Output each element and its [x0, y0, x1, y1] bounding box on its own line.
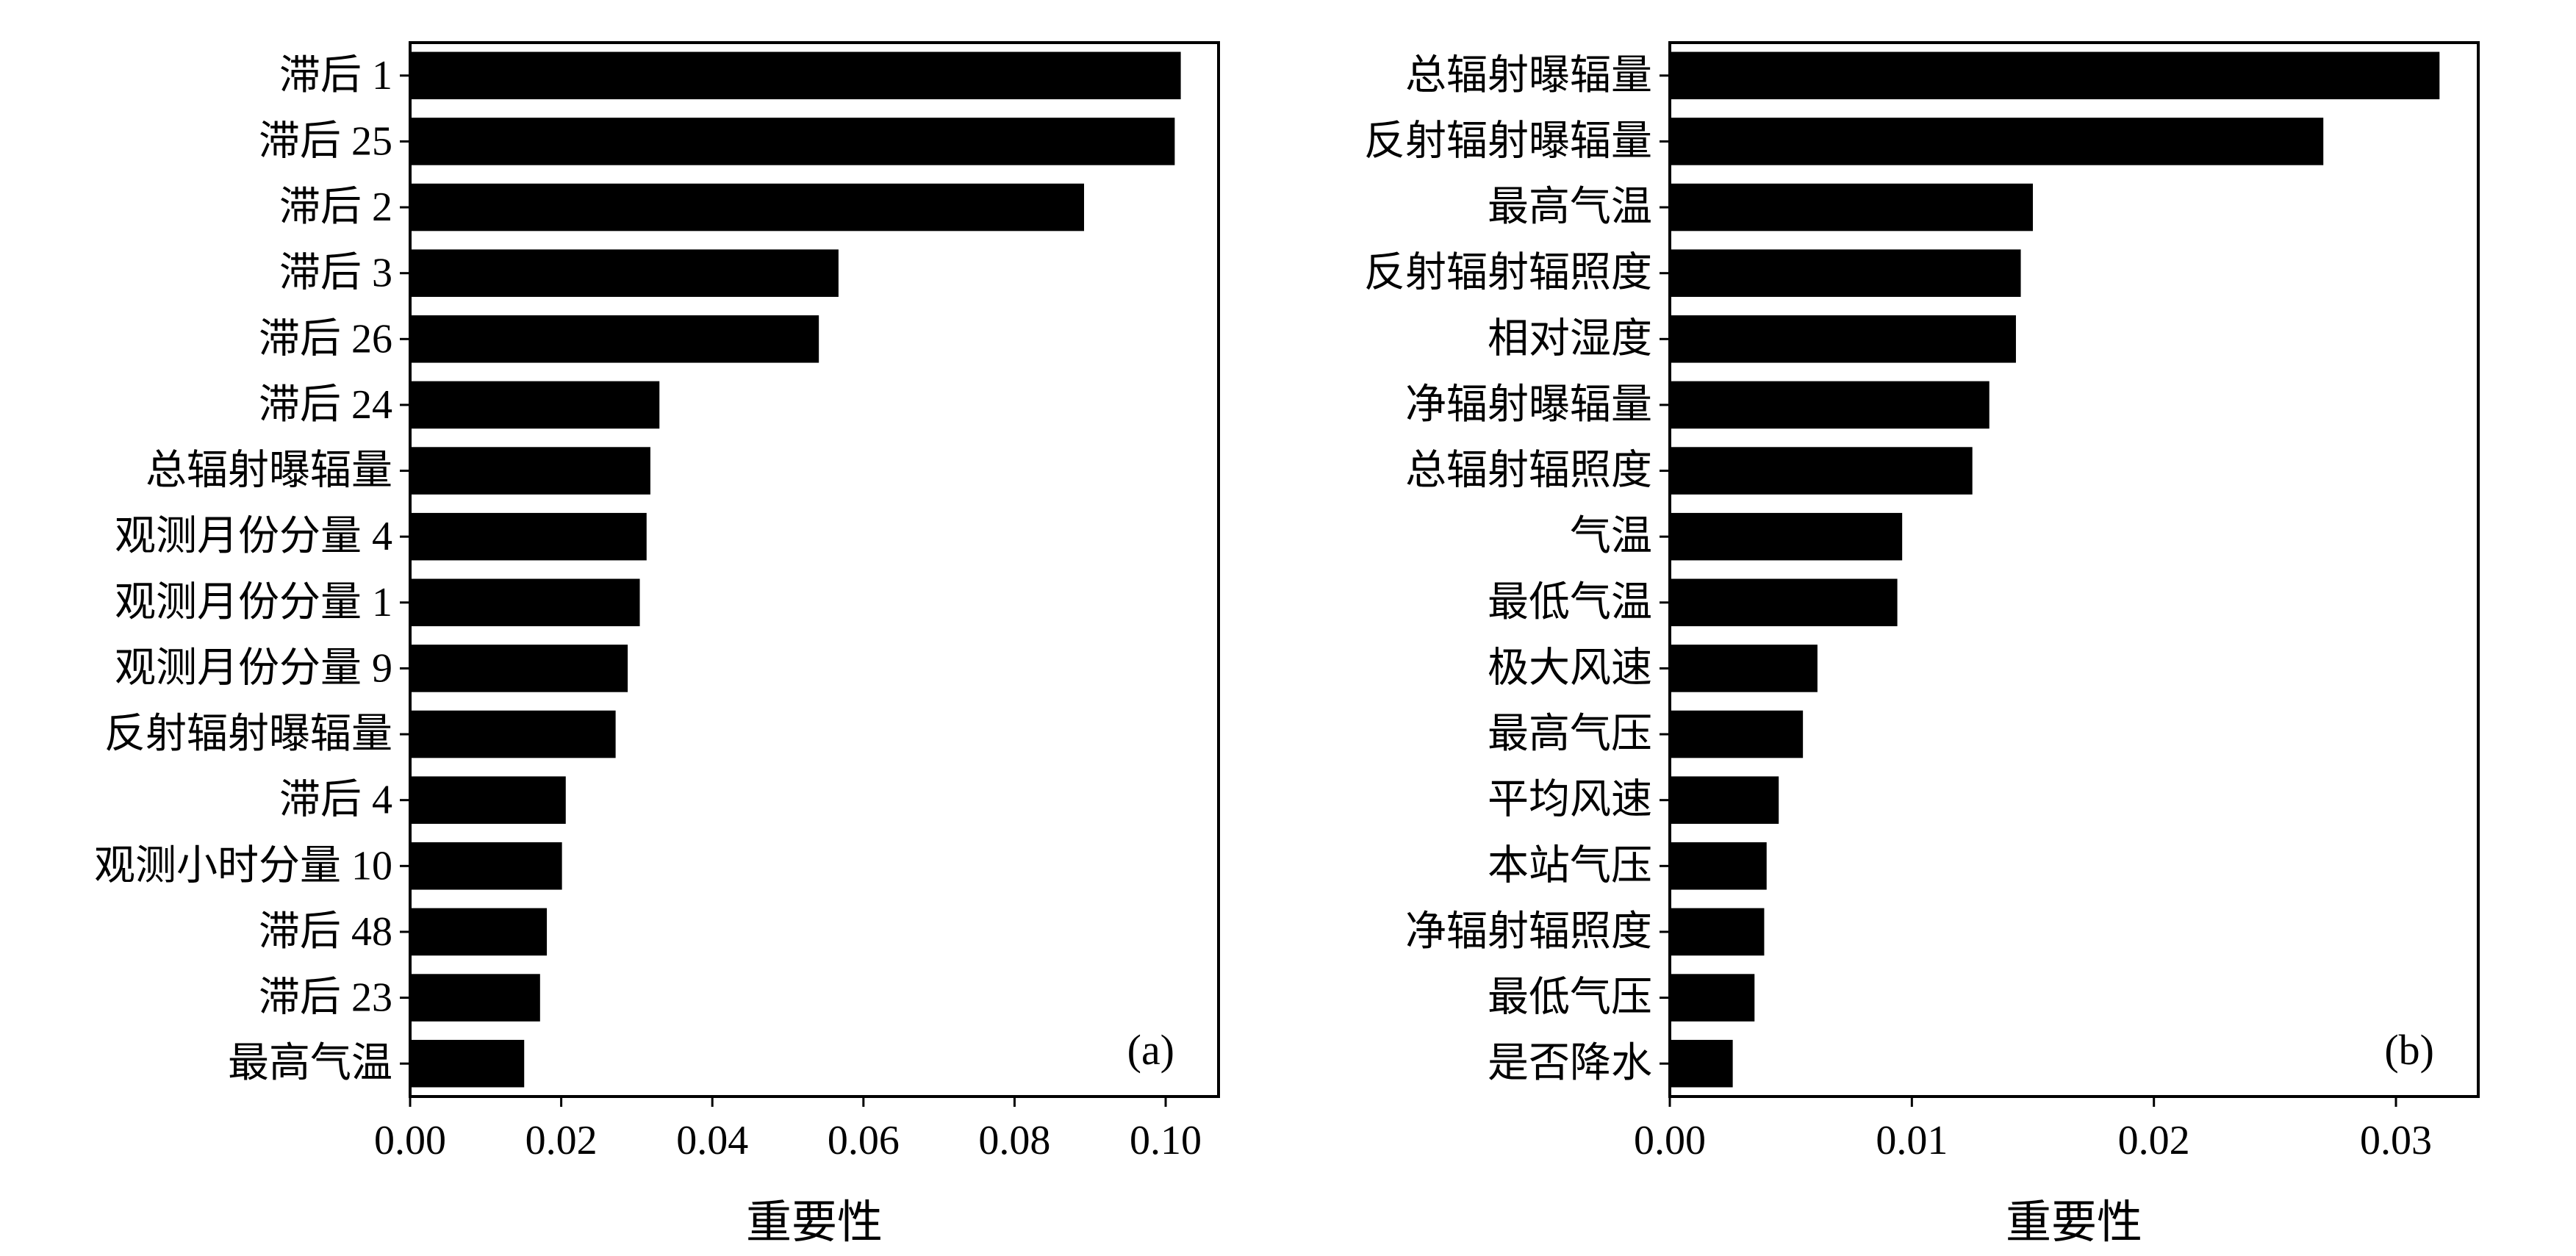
category-label: 滞后 4 — [279, 778, 392, 823]
bar — [1670, 908, 1765, 956]
bar — [410, 908, 548, 956]
category-label: 是否降水 — [1488, 1041, 1652, 1086]
bar — [1670, 512, 1903, 561]
bar — [1670, 974, 1755, 1022]
category-label: 滞后 24 — [259, 382, 392, 428]
category-label: 反射辐射辐照度 — [1364, 251, 1652, 296]
category-label: 净辐射辐照度 — [1405, 909, 1652, 955]
x-tick-label: 0.08 — [978, 1118, 1050, 1163]
category-label: 本站气压 — [1488, 843, 1652, 889]
category-label: 总辐射曝辐量 — [1405, 53, 1652, 98]
x-tick-label: 0.06 — [828, 1118, 900, 1163]
category-label: 反射辐射曝辐量 — [1364, 118, 1652, 164]
bar — [1670, 842, 1767, 890]
x-tick-label: 0.02 — [2118, 1118, 2190, 1163]
bar — [1670, 710, 1804, 758]
bar — [1670, 381, 1990, 429]
category-label: 观测小时分量 10 — [94, 843, 392, 889]
plot-frame — [409, 41, 1220, 1098]
bar — [410, 645, 628, 692]
x-tick-label: 0.02 — [525, 1118, 598, 1163]
bar — [410, 381, 660, 429]
category-label: 最高气压 — [1488, 711, 1652, 757]
category-label: 观测月份分量 4 — [115, 514, 392, 559]
x-axis-label: 重要性 — [746, 1198, 883, 1248]
category-label: 滞后 23 — [259, 975, 392, 1021]
x-tick-label: 0.04 — [676, 1118, 748, 1163]
category-label: 观测月份分量 1 — [115, 580, 392, 625]
bar — [1670, 118, 2324, 165]
category-label: 气温 — [1570, 514, 1652, 559]
category-label: 净辐射曝辐量 — [1405, 382, 1652, 428]
panel-label: (b) — [2384, 1026, 2434, 1074]
bar — [410, 183, 1085, 232]
bar — [1670, 776, 1779, 824]
category-label: 滞后 48 — [259, 909, 392, 955]
bar — [410, 315, 819, 363]
panel-label: (a) — [1127, 1026, 1174, 1074]
bar — [1670, 645, 1818, 692]
category-label: 极大风速 — [1488, 645, 1652, 691]
chart-panel-b: 总辐射曝辐量反射辐射曝辐量最高气温反射辐射辐照度相对湿度净辐射曝辐量总辐射辐照度… — [1364, 41, 2480, 1248]
bar — [410, 512, 647, 561]
category-label: 相对湿度 — [1488, 316, 1652, 362]
bar — [1670, 315, 2016, 363]
x-tick-label: 0.10 — [1130, 1118, 1202, 1163]
category-label: 滞后 1 — [279, 53, 392, 98]
x-tick-label: 0.01 — [1876, 1118, 1948, 1163]
category-label: 最高气温 — [1488, 184, 1652, 230]
category-label: 最低气压 — [1488, 975, 1652, 1021]
bar — [1670, 447, 1973, 495]
bar — [1670, 183, 2034, 232]
bar — [410, 118, 1175, 165]
bar — [410, 578, 640, 627]
category-label: 最高气温 — [228, 1041, 392, 1086]
category-label: 滞后 2 — [279, 184, 392, 230]
category-label: 滞后 3 — [279, 251, 392, 296]
x-axis-label: 重要性 — [2006, 1198, 2142, 1248]
bar — [1670, 51, 2440, 100]
x-tick-label: 0.03 — [2360, 1118, 2432, 1163]
bar — [410, 249, 839, 297]
category-label: 滞后 26 — [259, 316, 392, 362]
category-label: 观测月份分量 9 — [115, 645, 392, 691]
bar — [410, 710, 616, 758]
bar — [410, 776, 566, 824]
bar — [1670, 578, 1898, 627]
category-label: 平均风速 — [1488, 778, 1652, 823]
chart-panel-a: 滞后 1 滞后 25 滞后 2 滞后 3 滞后 26 滞后 24 总辐射曝辐量观测月份分量 … — [94, 41, 1220, 1248]
category-label: 滞后 25 — [259, 118, 392, 164]
plot-frame — [1668, 41, 2480, 1098]
bar — [410, 1039, 525, 1088]
category-label: 总辐射辐照度 — [1405, 448, 1652, 494]
category-label: 总辐射曝辐量 — [146, 448, 392, 494]
bar — [1670, 249, 2021, 297]
bar — [1670, 1039, 1733, 1088]
x-tick-label: 0.00 — [1634, 1118, 1706, 1163]
bar — [410, 51, 1181, 100]
category-label: 反射辐射曝辐量 — [104, 711, 392, 757]
category-label: 最低气温 — [1488, 580, 1652, 625]
bar — [410, 842, 562, 890]
bar — [410, 974, 540, 1022]
bar — [410, 447, 650, 495]
x-tick-label: 0.00 — [374, 1118, 446, 1163]
